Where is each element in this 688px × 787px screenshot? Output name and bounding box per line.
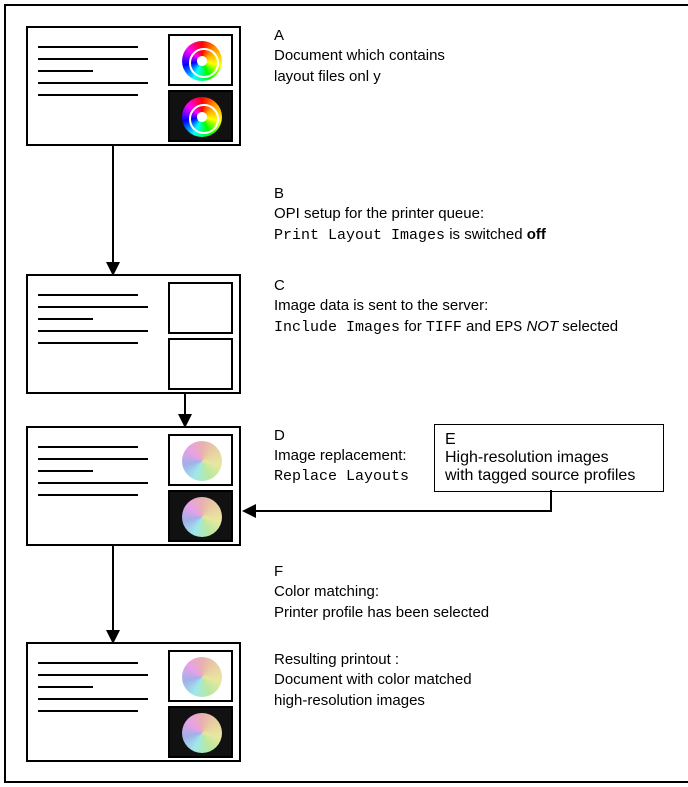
colorwheel-icon (182, 713, 222, 753)
doc-text-lines (38, 446, 158, 506)
text-fragment: is switched (445, 226, 527, 243)
format-name: EPS (495, 319, 522, 336)
colorwheel-icon (182, 97, 222, 137)
doc-text-lines (38, 662, 158, 722)
thumb-light (168, 650, 233, 702)
text-fragment: selected (562, 318, 618, 335)
connector-e-vertical (550, 490, 552, 510)
text-line: OPI setup for the printer queue: (274, 204, 546, 224)
thumb-dark (168, 706, 233, 758)
text-result: Resulting printout : Document with color… (274, 650, 472, 711)
setting-name: Include Images (274, 319, 400, 336)
connector-e-horizontal (255, 510, 552, 512)
text-line: Image data is sent to the server: (274, 296, 618, 316)
arrow-a-to-c (112, 146, 114, 262)
text-line: with tagged source profiles (445, 467, 653, 485)
label-letter: A (274, 26, 445, 46)
thumb-empty (168, 338, 233, 390)
arrow-head-left (242, 504, 256, 518)
setting-name: Print Layout Images (274, 227, 445, 244)
label-letter: C (274, 276, 618, 296)
colorwheel-icon (182, 657, 222, 697)
doc-text-lines (38, 294, 158, 354)
text-line: Color matching: (274, 582, 489, 602)
text-line: Resulting printout : (274, 650, 472, 670)
thumb-light (168, 34, 233, 86)
text-fragment: and (462, 318, 495, 335)
label-letter: D (274, 426, 409, 446)
thumb-empty (168, 282, 233, 334)
card-d (26, 426, 241, 546)
text-line: high-resolution images (274, 691, 472, 711)
text-c: C Image data is sent to the server: Incl… (274, 276, 618, 338)
thumb-dark (168, 90, 233, 142)
text-f: F Color matching: Printer profile has be… (274, 562, 489, 623)
setting-name: Replace Layouts (274, 467, 409, 487)
text-line: Document with color matched (274, 670, 472, 690)
colorwheel-icon (182, 441, 222, 481)
card-g (26, 642, 241, 762)
text-line: Image replacement: (274, 446, 409, 466)
card-c (26, 274, 241, 394)
arrow-d-to-g (112, 546, 114, 630)
diagram-canvas: A Document which contains layout files o… (4, 4, 688, 783)
text-a: A Document which contains layout files o… (274, 26, 445, 87)
text-line: Document which contains (274, 46, 445, 66)
doc-text-lines (38, 46, 158, 106)
arrow-c-to-d (184, 394, 186, 414)
text-b: B OPI setup for the printer queue: Print… (274, 184, 546, 246)
box-e: E High-resolution images with tagged sou… (434, 424, 664, 492)
label-letter: E (445, 431, 653, 449)
text-line: High-resolution images (445, 449, 653, 467)
setting-state: off (527, 226, 546, 243)
thumb-light (168, 434, 233, 486)
colorwheel-icon (182, 497, 222, 537)
label-letter: B (274, 184, 546, 204)
format-name: TIFF (426, 319, 462, 336)
colorwheel-icon (182, 41, 222, 81)
card-a (26, 26, 241, 146)
thumb-dark (168, 490, 233, 542)
text-emphasis: NOT (522, 318, 562, 335)
text-line: Printer profile has been selected (274, 603, 489, 623)
text-line: layout files onl y (274, 67, 445, 87)
text-fragment: for (400, 318, 426, 335)
label-letter: F (274, 562, 489, 582)
text-d: D Image replacement: Replace Layouts (274, 426, 409, 487)
